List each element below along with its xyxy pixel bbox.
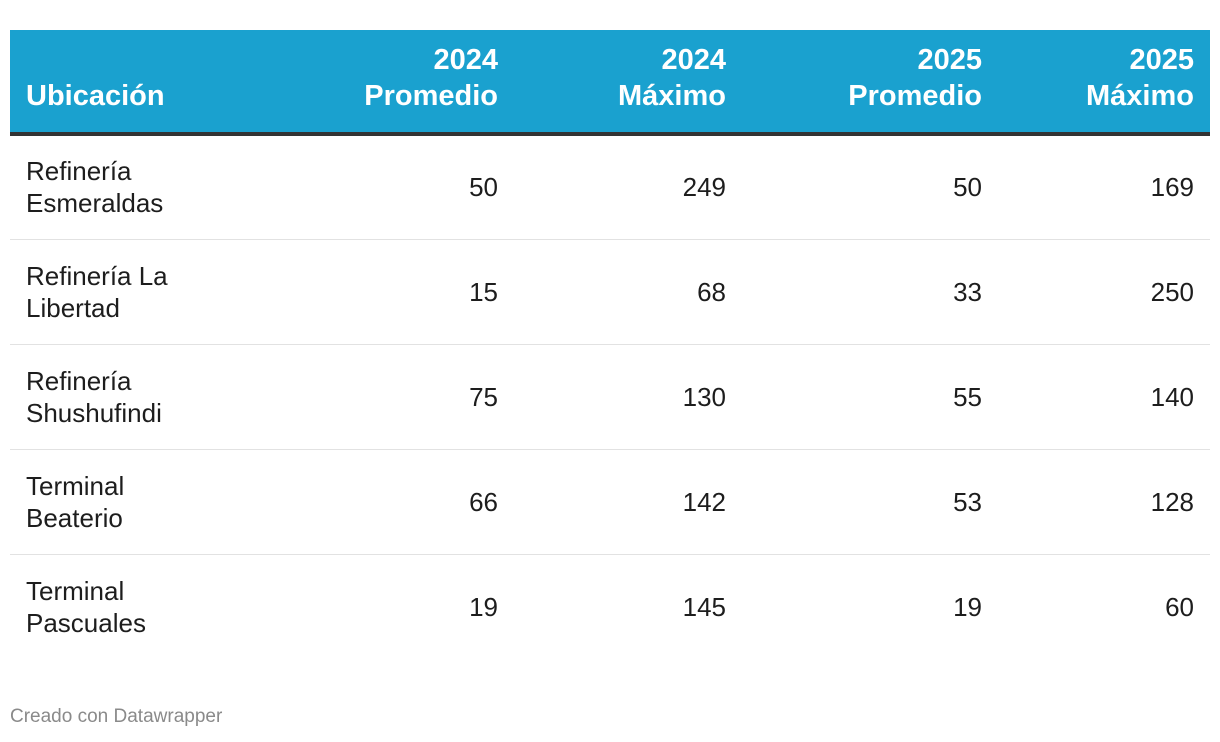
location-line1: Terminal [26, 470, 125, 501]
value-2024-avg: 15 [270, 238, 514, 344]
data-table-container: Ubicación 2024 Promedio 2024 Máximo 2025… [10, 30, 1210, 659]
location-line1: Refinería [26, 156, 132, 187]
location-line2: Libertad [26, 292, 120, 323]
value-2024-max: 145 [514, 553, 742, 659]
location-cell: Terminal Pascuales [10, 553, 270, 659]
location-cell: Refinería Esmeraldas [10, 134, 270, 239]
column-header-2025-max[interactable]: 2025 Máximo [998, 30, 1210, 136]
column-header-line1: 2025 [917, 44, 982, 76]
value-2025-max: 169 [1150, 172, 1194, 203]
value-2024-avg: 75 [270, 343, 514, 449]
column-header-line2: Promedio [364, 80, 498, 112]
location-line2: Esmeraldas [26, 188, 164, 219]
value-2024-max: 249 [682, 172, 726, 203]
location-cell: Refinería La Libertad [10, 238, 270, 344]
column-header-2024-max[interactable]: 2024 Máximo [514, 30, 742, 136]
value-2025-avg: 50 [953, 172, 982, 203]
header-row: Ubicación 2024 Promedio 2024 Máximo 2025… [10, 30, 1210, 136]
table-row: Refinería Esmeraldas 50 249 50 169 [10, 134, 1210, 239]
location-line2: Pascuales [26, 607, 146, 638]
column-header-line2: Promedio [848, 80, 982, 112]
value-2025-avg: 53 [742, 448, 998, 554]
location-line1: Refinería [26, 365, 132, 396]
value-2025-avg: 55 [742, 343, 998, 449]
location-cell: Refinería Shushufindi [10, 343, 270, 449]
table-body: Refinería Esmeraldas 50 249 50 169 Refin… [10, 134, 1210, 659]
value-2025-avg: 19 [742, 553, 998, 659]
value-2025-max: 128 [998, 448, 1210, 554]
value-2024-max: 68 [514, 238, 742, 344]
table-row: Refinería La Libertad 15 68 33 250 [10, 238, 1210, 344]
column-header-2024-avg[interactable]: 2024 Promedio [270, 30, 514, 136]
data-table: Ubicación 2024 Promedio 2024 Máximo 2025… [10, 30, 1210, 659]
location-cell: Terminal Beaterio [10, 448, 270, 554]
column-header-location[interactable]: Ubicación [10, 30, 270, 136]
value-2024-avg: 66 [270, 448, 514, 554]
value-2025-max: 250 [998, 238, 1210, 344]
location-line1: Terminal [26, 575, 125, 606]
value-2025-max: 140 [998, 343, 1210, 449]
value-2025-max: 60 [998, 553, 1210, 659]
table-row: Refinería Shushufindi 75 130 55 140 [10, 343, 1210, 449]
table-header: Ubicación 2024 Promedio 2024 Máximo 2025… [10, 30, 1210, 136]
column-header-line1: 2024 [661, 44, 726, 76]
column-header-2025-avg[interactable]: 2025 Promedio [742, 30, 998, 136]
value-2024-max: 142 [514, 448, 742, 554]
value-2024-avg: 50 [469, 172, 498, 203]
column-header-line1: 2024 [433, 44, 498, 76]
location-line2: Beaterio [26, 502, 123, 533]
value-2025-avg: 33 [742, 238, 998, 344]
column-header-line2: Máximo [618, 80, 726, 112]
datawrapper-credit[interactable]: Creado con Datawrapper [10, 706, 223, 727]
value-2024-avg: 19 [270, 553, 514, 659]
location-line2: Shushufindi [26, 397, 162, 428]
column-header-line2: Ubicación [26, 80, 165, 112]
column-header-line1: 2025 [1129, 44, 1194, 76]
table-row: Terminal Beaterio 66 142 53 128 [10, 448, 1210, 554]
column-header-line2: Máximo [1086, 80, 1194, 112]
value-2024-max: 130 [514, 343, 742, 449]
table-row: Terminal Pascuales 19 145 19 60 [10, 553, 1210, 659]
location-line1: Refinería La [26, 260, 168, 291]
